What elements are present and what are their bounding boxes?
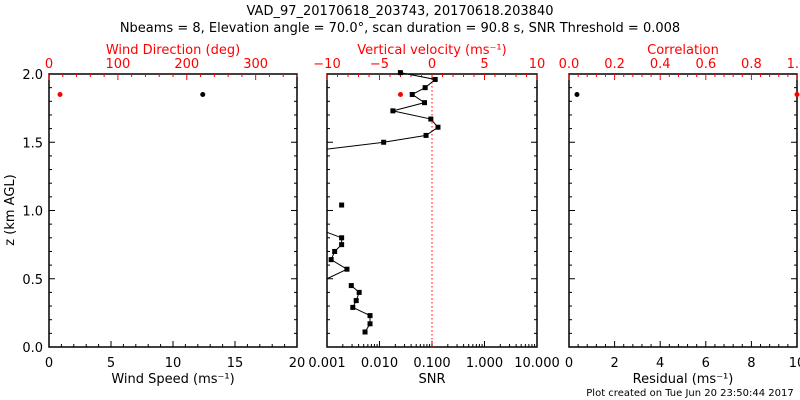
wind-speed-point [200,91,206,97]
bottom-tick-label: 10 [165,356,182,371]
y-tick-label: 1.5 [22,136,43,151]
vertical-velocity-point [398,91,403,97]
bottom-tick-label: 10.000 [514,356,560,371]
snr-point [328,257,334,263]
snr-point [432,76,438,82]
snr-point [422,100,428,106]
snr-point [390,108,396,114]
snr-point [381,139,387,145]
snr-point [367,321,373,327]
top-axis-label: Correlation [647,43,719,58]
y-tick-label: 1.0 [22,205,43,220]
bottom-tick-label: 5 [107,356,115,371]
panel-frame-2 [568,73,798,348]
bottom-tick-label: 20 [289,356,306,371]
top-tick-label: 200 [174,57,199,72]
top-tick-label: 0.2 [604,57,625,72]
top-axis-label: Vertical velocity (ms⁻¹) [357,43,506,58]
snr-point [422,85,428,91]
plot-title: VAD_97_20170618_203743, 20170618.203840 [247,4,554,19]
top-tick-label: 5 [480,57,488,72]
bottom-tick-label: 4 [656,356,664,371]
top-axis-label: Wind Direction (deg) [106,43,240,58]
snr-point [332,248,338,254]
bottom-tick-label: 0.010 [361,356,398,371]
top-tick-label: −5 [370,57,389,72]
top-tick-label: 300 [243,57,268,72]
snr-point [423,132,429,138]
top-tick-label: 100 [105,57,130,72]
top-tick-label: 0.6 [695,57,716,72]
snr-point [350,304,356,310]
snr-point [362,329,368,335]
bottom-tick-label: 1.000 [466,356,503,371]
panel-frame-0 [48,73,298,348]
snr-point [435,124,441,130]
bottom-tick-label: 0 [45,356,53,371]
bottom-tick-label: 8 [747,356,755,371]
snr-point [339,202,345,208]
bottom-tick-label: 0.001 [308,356,345,371]
bottom-tick-label: 2 [610,356,618,371]
y-tick-label: 0.0 [22,341,43,356]
snr-point [356,289,362,295]
bottom-tick-label: 15 [227,356,244,371]
y-axis-label: z (km AGL) [3,174,18,245]
snr-point [344,266,350,272]
top-tick-label: 0.4 [650,57,671,72]
bottom-tick-label: 0.100 [413,356,450,371]
snr-point [367,313,373,319]
bottom-tick-label: 10 [789,356,800,371]
top-tick-label: −10 [313,57,340,72]
top-tick-label: 1.0 [787,57,800,72]
bottom-tick-label: 6 [702,356,710,371]
top-tick-label: 0.8 [741,57,762,72]
snr-point [348,283,354,289]
wind-direction-point [57,91,63,97]
y-tick-label: 2.0 [22,68,43,83]
bottom-axis-label: Wind Speed (ms⁻¹) [111,372,234,387]
top-tick-label: 10 [529,57,546,72]
bottom-axis-label: SNR [418,372,445,387]
top-tick-label: 0 [45,57,53,72]
correlation-point [794,91,800,97]
bottom-axis-label: Residual (ms⁻¹) [633,372,734,387]
snr-point [409,91,415,97]
top-tick-label: 0 [428,57,436,72]
bottom-tick-label: 0 [565,356,573,371]
snr-point [397,70,403,76]
snr-point [339,235,345,241]
top-tick-label: 0.0 [559,57,580,72]
snr-point [339,242,345,248]
snr-point [353,298,359,304]
y-tick-label: 0.5 [22,273,43,288]
snr-point [428,116,434,122]
snr-line [326,72,439,150]
plot-footer: Plot created on Tue Jun 20 23:50:44 2017 [586,388,793,399]
plot-subtitle: Nbeams = 8, Elevation angle = 70.0°, sca… [120,21,680,36]
residual-point [574,91,580,97]
